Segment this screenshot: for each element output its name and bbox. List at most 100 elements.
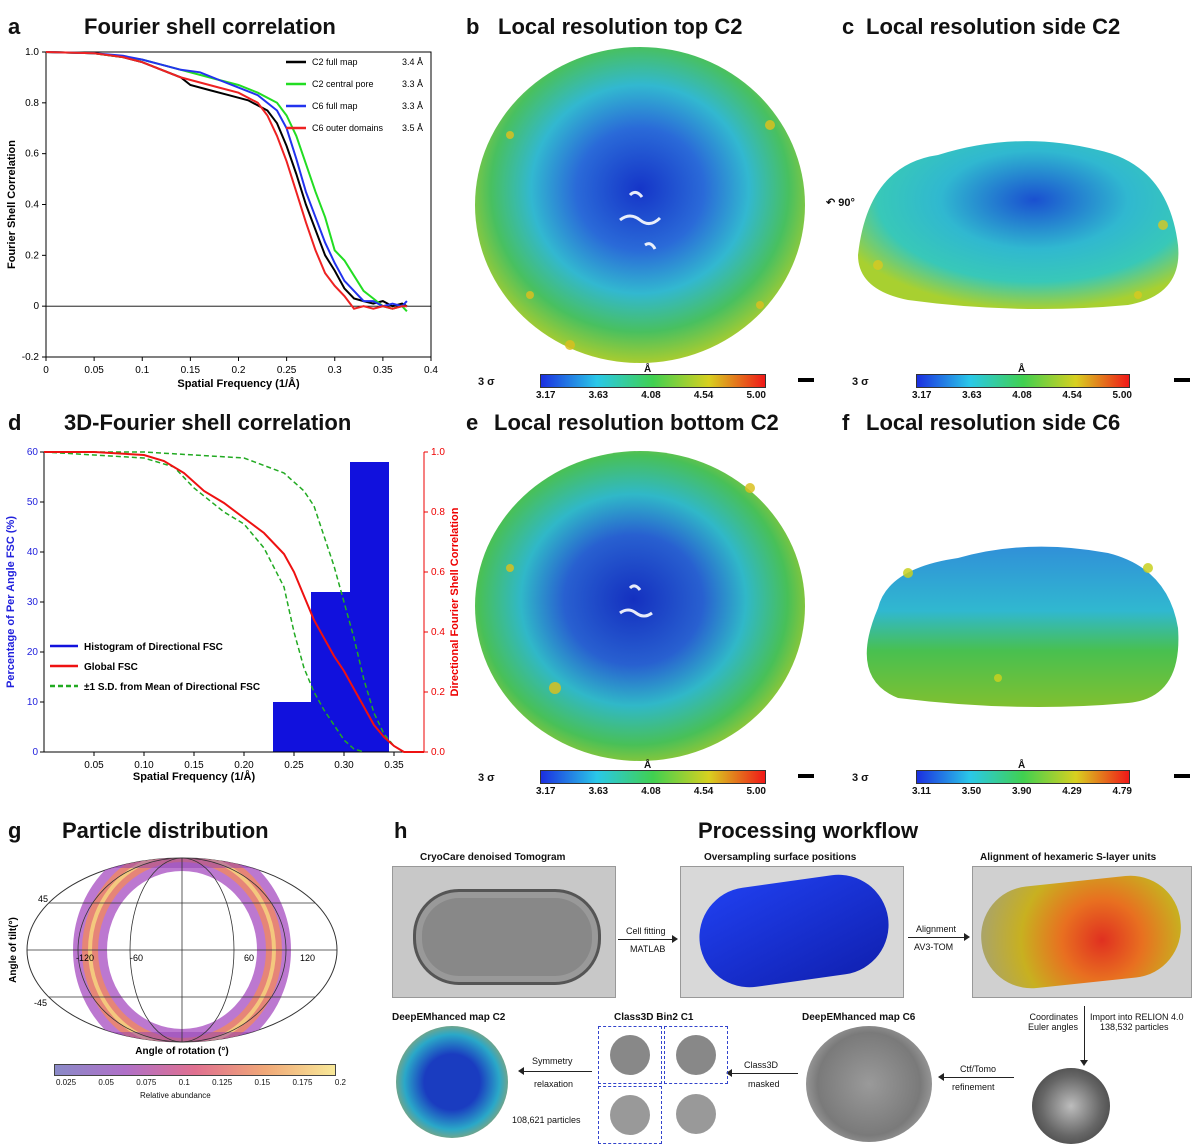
panel-c-letter: c <box>842 14 855 39</box>
colorbar-f-ticks: 3.11 3.50 3.90 4.29 4.79 <box>912 786 1132 797</box>
arrow2-head <box>964 933 970 941</box>
tick: 0.1 <box>178 1078 190 1087</box>
x-axis-label: Spatial Frequency (1/Å) <box>133 770 256 783</box>
y-right-tick-label: 0.6 <box>431 567 445 578</box>
g-colorbar-ticks: 0.025 0.05 0.075 0.1 0.125 0.15 0.175 0.2 <box>56 1078 346 1087</box>
coords-line2: Euler angles <box>1027 1022 1078 1032</box>
x-tick-label: 0.15 <box>184 760 204 771</box>
colorbar-b-gradient <box>540 374 766 388</box>
class-box-1 <box>598 1026 662 1084</box>
arrow3 <box>944 1077 1014 1078</box>
panel-c-title: Local resolution side C2 <box>866 14 1121 39</box>
step2-label: Oversampling surface positions <box>704 852 857 863</box>
colorbar-b-unit: Å <box>644 364 652 375</box>
class3d-top: Class3D <box>744 1060 779 1070</box>
legend-label: C2 central pore <box>312 79 374 89</box>
legend-label: C6 full map <box>312 101 358 111</box>
y-left-axis-label: Percentage of Per Angle FSC (%) <box>5 516 17 688</box>
y-tick-label: 0.2 <box>25 250 39 261</box>
arrow5-head <box>518 1067 524 1075</box>
arrow4-head <box>726 1069 732 1077</box>
y-right-tick-label: 0.0 <box>431 747 445 758</box>
panel-f-letter: f <box>842 410 850 435</box>
global-fsc-line <box>44 451 424 753</box>
legend-resolution: 3.3 Å <box>402 79 423 89</box>
y-tick-label: 0.6 <box>25 149 39 160</box>
y-right-tick-label: 0.2 <box>431 687 445 698</box>
y-axis-label: Fourier Shell Correlation <box>6 140 18 269</box>
colorbar-f: Å 3.11 3.50 3.90 4.29 4.79 <box>912 760 1132 797</box>
x-tick-label: 0.35 <box>384 760 404 771</box>
tick: 5.00 <box>1112 390 1132 401</box>
y-left-tick-label: 60 <box>27 447 39 458</box>
g-lon-120: 120 <box>300 953 315 963</box>
y-left-tick-label: 50 <box>27 497 39 508</box>
tick: 3.63 <box>588 786 609 797</box>
tick: 3.63 <box>962 390 982 401</box>
coords-line1: Coordinates <box>1029 1012 1078 1022</box>
map-c2-label: DeepEMhanced map C2 <box>392 1012 506 1023</box>
map-c-sigma: 3 σ <box>852 376 869 388</box>
tick: 0.05 <box>98 1078 114 1087</box>
fsc-chart: 0 0.05 0.1 0.15 0.2 0.25 0.3 0.35 0.4-0.200.20.4… <box>6 47 438 390</box>
y-left-tick-label: 20 <box>27 647 39 658</box>
x-tick-label: 0.30 <box>334 760 354 771</box>
local-resolution-side-c6-map <box>866 546 1179 707</box>
arrow1-top: Cell fitting <box>626 926 666 936</box>
g-colorbar <box>54 1064 336 1076</box>
map-c6-label: DeepEMhanced map C6 <box>802 1012 916 1023</box>
scale-bar-e <box>798 774 814 778</box>
y-tick-label: 0.8 <box>25 98 39 109</box>
rotation-90-value: 90° <box>838 197 855 209</box>
y-tick-label: 0 <box>33 301 39 312</box>
x-tick-label: 0.10 <box>134 760 154 771</box>
tick: 3.90 <box>1011 786 1032 797</box>
colorbar-b-ticks: 3.17 3.63 4.08 4.54 5.00 <box>536 390 766 401</box>
tick: 4.54 <box>693 786 714 797</box>
legend-resolution: 3.4 Å <box>402 57 423 67</box>
local-resolution-bottom-c2-map <box>475 451 805 761</box>
histogram-bar <box>350 462 389 752</box>
y-right-tick-label: 0.4 <box>431 627 445 638</box>
x-tick-label: 0.3 <box>328 365 342 376</box>
g-lon-neg60: -60 <box>130 953 143 963</box>
g-xlabel: Angle of rotation (°) <box>135 1046 228 1057</box>
tick: 4.29 <box>1062 786 1082 797</box>
sd-upper-line <box>44 451 405 753</box>
panel-f-title: Local resolution side C6 <box>866 410 1121 435</box>
colorbar-e-unit: Å <box>644 760 652 771</box>
colorbar-b: Å 3.17 3.63 4.08 4.54 5.00 <box>536 364 766 401</box>
map-f-sigma: 3 σ <box>852 772 869 784</box>
panel-b-title: Local resolution top C2 <box>498 14 743 39</box>
panel-e-title: Local resolution bottom C2 <box>494 410 779 435</box>
ctf-bottom: refinement <box>952 1082 995 1092</box>
legend-label: ±1 S.D. from Mean of Directional FSC <box>84 682 260 693</box>
tick: 0.2 <box>334 1078 346 1087</box>
tick: 3.63 <box>588 390 609 401</box>
arrow2-top: Alignment <box>916 924 957 934</box>
colorbar-c-gradient <box>916 374 1130 388</box>
import-line2: 138,532 particles <box>1100 1022 1169 1032</box>
scale-bar-f <box>1174 774 1190 778</box>
tick: 4.54 <box>1062 390 1082 401</box>
legend-label: Histogram of Directional FSC <box>84 642 223 653</box>
tick: 3.17 <box>912 390 932 401</box>
series-line <box>45 51 408 308</box>
colorbar-e-gradient <box>540 770 766 784</box>
colorbar-f-unit: Å <box>1018 760 1026 771</box>
directional-fsc-chart: 0.05 0.10 0.15 0.20 0.25 0.30 0.35 0 10 20 30 40 50 6… <box>5 447 460 783</box>
y-left-tick-label: 30 <box>27 597 39 608</box>
panel-b-letter: b <box>466 14 480 39</box>
panel-g-title: Particle distribution <box>62 818 269 843</box>
panel-h-letter: h <box>394 818 408 843</box>
series-line <box>45 51 408 312</box>
step3-label: Alignment of hexameric S-layer units <box>980 852 1157 863</box>
class3d-bin-label: Class3D Bin2 C1 <box>614 1012 694 1023</box>
x-tick-label: 0.1 <box>135 365 149 376</box>
series-line <box>45 51 407 310</box>
c2-map <box>396 1026 508 1138</box>
arrow2-bottom: AV3-TOM <box>914 942 954 952</box>
class-map-3 <box>610 1095 650 1135</box>
class3d-bottom: masked <box>748 1079 780 1089</box>
sd-lower-line <box>43 451 365 753</box>
